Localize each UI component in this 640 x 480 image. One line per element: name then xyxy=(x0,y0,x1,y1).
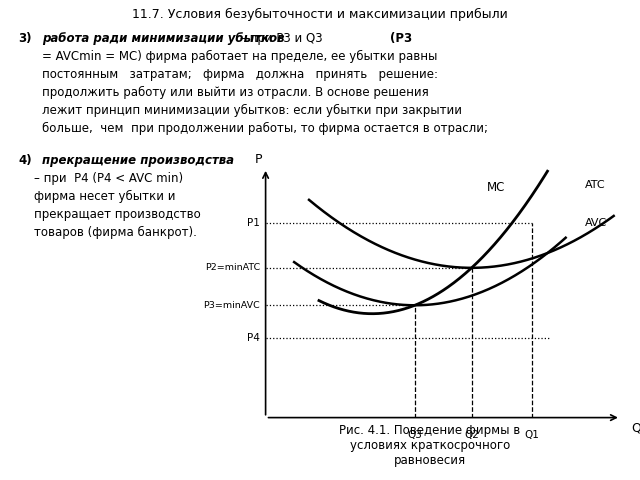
Text: P: P xyxy=(255,153,262,166)
Text: работа ради минимизации убытков: работа ради минимизации убытков xyxy=(42,32,285,45)
Text: P3=minAVC: P3=minAVC xyxy=(204,301,260,310)
Text: 11.7. Условия безубыточности и максимизации прибыли: 11.7. Условия безубыточности и максимиза… xyxy=(132,8,508,21)
Text: P1: P1 xyxy=(248,218,260,228)
Text: (Р3: (Р3 xyxy=(390,32,412,45)
Text: Q1: Q1 xyxy=(525,430,540,440)
Text: = AVCmin = МС) фирма работает на пределе, ее убытки равны: = AVCmin = МС) фирма работает на пределе… xyxy=(42,50,437,63)
Text: Q: Q xyxy=(632,421,640,434)
Text: прекращение производства: прекращение производства xyxy=(42,155,234,168)
Text: больше,  чем  при продолжении работы, то фирма остается в отрасли;: больше, чем при продолжении работы, то ф… xyxy=(42,122,488,135)
Text: P4: P4 xyxy=(248,333,260,343)
Text: – при  Р4 (Р4 < AVC min): – при Р4 (Р4 < AVC min) xyxy=(34,172,183,185)
Text: – при Р3 и Q3: – при Р3 и Q3 xyxy=(240,32,323,45)
Text: MC: MC xyxy=(487,181,506,194)
Text: 3): 3) xyxy=(18,32,31,45)
Text: товаров (фирма банкрот).: товаров (фирма банкрот). xyxy=(34,227,197,240)
Text: ATC: ATC xyxy=(585,180,606,191)
Text: 4): 4) xyxy=(18,155,31,168)
Text: AVC: AVC xyxy=(585,218,607,228)
Text: постоянным   затратам;   фирма   должна   принять   решение:: постоянным затратам; фирма должна принят… xyxy=(42,68,438,81)
Text: Q3: Q3 xyxy=(407,430,422,440)
Text: лежит принцип минимизации убытков: если убытки при закрытии: лежит принцип минимизации убытков: если … xyxy=(42,104,462,117)
Text: P2=minATC: P2=minATC xyxy=(205,264,260,272)
Text: Рис. 4.1. Поведение фирмы в
условиях краткосрочного
равновесия: Рис. 4.1. Поведение фирмы в условиях кра… xyxy=(339,424,520,467)
Text: Q2: Q2 xyxy=(464,430,479,440)
Text: продолжить работу или выйти из отрасли. В основе решения: продолжить работу или выйти из отрасли. … xyxy=(42,86,429,99)
Text: прекращает производство: прекращает производство xyxy=(34,208,201,221)
Text: фирма несет убытки и: фирма несет убытки и xyxy=(34,191,175,204)
